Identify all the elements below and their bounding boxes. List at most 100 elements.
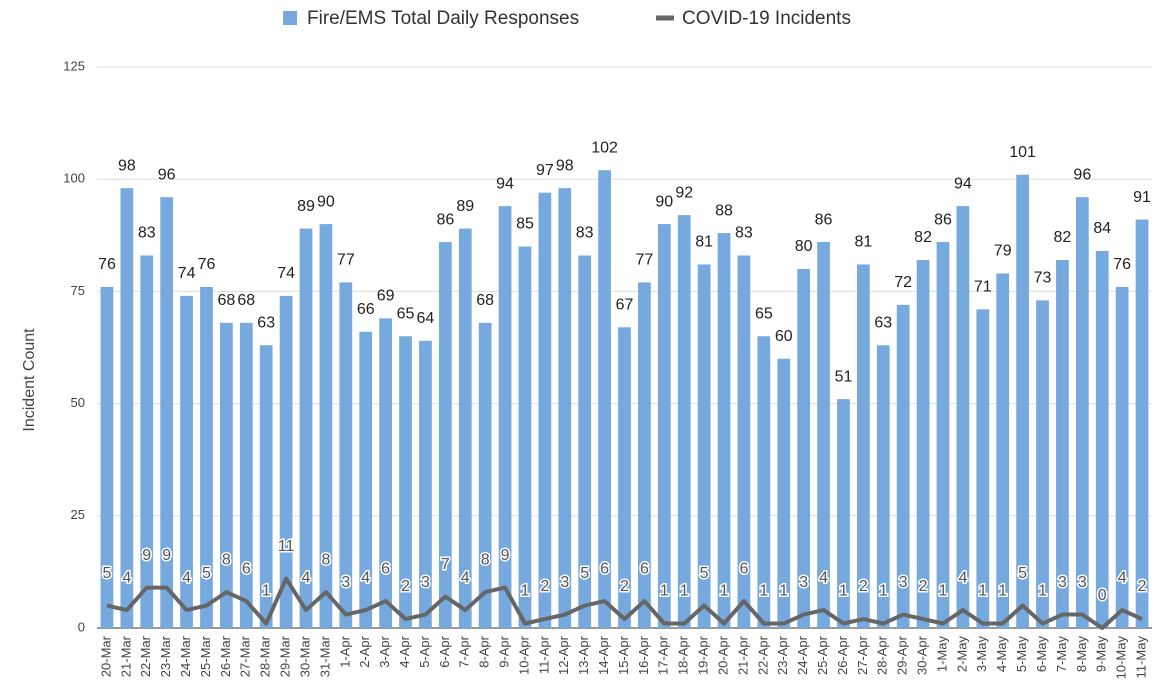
line-value-label: 1 <box>839 583 848 600</box>
bar <box>936 242 950 629</box>
y-tick-label: 50 <box>71 395 85 410</box>
bar <box>638 282 651 628</box>
bar <box>757 336 771 628</box>
x-tick-label: 5-May <box>1014 636 1029 673</box>
bar-value-label: 63 <box>874 314 892 331</box>
line-value-label: 3 <box>799 574 808 591</box>
line-value-label: 7 <box>441 556 450 573</box>
bar-value-label: 60 <box>775 328 793 345</box>
x-tick-label: 12-Apr <box>556 635 571 675</box>
bar-value-label: 74 <box>178 265 196 282</box>
bar <box>239 322 253 628</box>
x-tick-label: 18-Apr <box>676 635 691 675</box>
bar-value-label: 65 <box>397 305 415 322</box>
bar <box>1036 300 1049 628</box>
line-value-label: 8 <box>481 551 490 568</box>
bar-value-label: 77 <box>337 252 355 269</box>
x-tick-label: 19-Apr <box>696 635 711 675</box>
line-value-label: 5 <box>202 565 211 582</box>
bar-value-label: 68 <box>476 292 494 309</box>
bar-value-label: 86 <box>436 211 454 228</box>
line-value-label: 3 <box>899 574 908 591</box>
bar <box>837 399 850 628</box>
bar <box>558 188 572 628</box>
line-value-label: 1 <box>759 583 768 600</box>
x-tick-label: 11-Apr <box>536 635 551 674</box>
x-tick-label: 9-Apr <box>497 635 512 667</box>
x-tick-label: 1-Apr <box>337 635 352 667</box>
bar-value-label: 89 <box>456 198 474 215</box>
x-tick-label: 30-Apr <box>915 635 930 675</box>
bar <box>438 242 452 629</box>
bar <box>856 264 870 628</box>
line-value-label: 2 <box>620 578 629 595</box>
bar-value-label: 91 <box>1133 189 1151 206</box>
x-tick-label: 2-Apr <box>357 635 372 667</box>
bar-value-label: 98 <box>556 157 574 174</box>
line-value-label: 3 <box>341 574 350 591</box>
bar <box>160 197 174 629</box>
x-tick-label: 23-Apr <box>775 635 790 675</box>
bar <box>180 295 193 628</box>
bar <box>1135 219 1149 629</box>
x-tick-label: 15-Apr <box>616 635 631 675</box>
bar-value-label: 76 <box>1113 256 1131 273</box>
bar-value-label: 96 <box>1073 166 1091 183</box>
x-tick-label: 29-Apr <box>895 635 910 675</box>
bar-value-label: 84 <box>1093 220 1111 237</box>
bar <box>956 206 970 629</box>
bar-value-label: 66 <box>357 301 375 318</box>
bar <box>538 192 552 628</box>
line-value-label: 6 <box>600 560 609 577</box>
bar-value-label: 81 <box>854 234 872 251</box>
bar-value-label: 72 <box>894 274 912 291</box>
bar-value-label: 64 <box>417 310 435 327</box>
x-tick-label: 21-Mar <box>118 635 133 677</box>
line-value-label: 5 <box>1018 565 1027 582</box>
x-tick-label: 25-Apr <box>815 635 830 675</box>
line-value-label: 9 <box>142 547 151 564</box>
bar <box>916 259 930 628</box>
x-tick-label: 3-May <box>974 636 989 673</box>
bar <box>697 264 711 628</box>
x-tick-label: 13-Apr <box>576 635 591 675</box>
legend-label: Fire/EMS Total Daily Responses <box>307 8 579 29</box>
x-tick-label: 9-May <box>1094 636 1109 673</box>
bar-value-label: 82 <box>1054 229 1072 246</box>
x-tick-label: 11-May <box>1133 636 1148 679</box>
line-value-label: 1 <box>998 583 1007 600</box>
bar <box>598 170 611 628</box>
x-tick-label: 6-May <box>1034 636 1049 673</box>
x-tick-label: 16-Apr <box>636 635 651 675</box>
x-tick-label: 27-Mar <box>238 635 253 677</box>
line-value-label: 6 <box>739 560 748 577</box>
x-tick-label: 20-Apr <box>715 635 730 675</box>
bar-value-label: 79 <box>994 243 1012 260</box>
bar-value-label: 68 <box>217 292 235 309</box>
y-tick-label: 75 <box>71 283 85 298</box>
x-tick-label: 20-Mar <box>98 635 113 677</box>
x-tick-label: 4-May <box>994 636 1009 673</box>
y-tick-label: 25 <box>71 507 85 522</box>
line-value-label: 8 <box>321 551 330 568</box>
line-value-label: 1 <box>879 583 888 600</box>
line-value-label: 4 <box>361 569 370 586</box>
bar-value-label: 51 <box>835 368 853 385</box>
bar-value-label: 71 <box>974 279 992 296</box>
line-value-label: 1 <box>978 583 987 600</box>
bar-value-label: 97 <box>536 162 554 179</box>
bar-value-label: 83 <box>735 225 753 242</box>
line-value-label: 1 <box>1038 583 1047 600</box>
x-tick-label: 5-Apr <box>417 635 432 667</box>
bar-value-label: 86 <box>934 211 952 228</box>
x-tick-label: 27-Apr <box>855 635 870 675</box>
line-value-label: 3 <box>421 574 430 591</box>
bar <box>458 228 472 628</box>
bar-value-label: 73 <box>1034 270 1052 287</box>
bar <box>1075 197 1089 629</box>
bar <box>896 304 910 628</box>
x-tick-label: 10-Apr <box>516 635 531 675</box>
x-tick-label: 28-Apr <box>875 635 890 675</box>
line-value-label: 11 <box>278 538 295 555</box>
